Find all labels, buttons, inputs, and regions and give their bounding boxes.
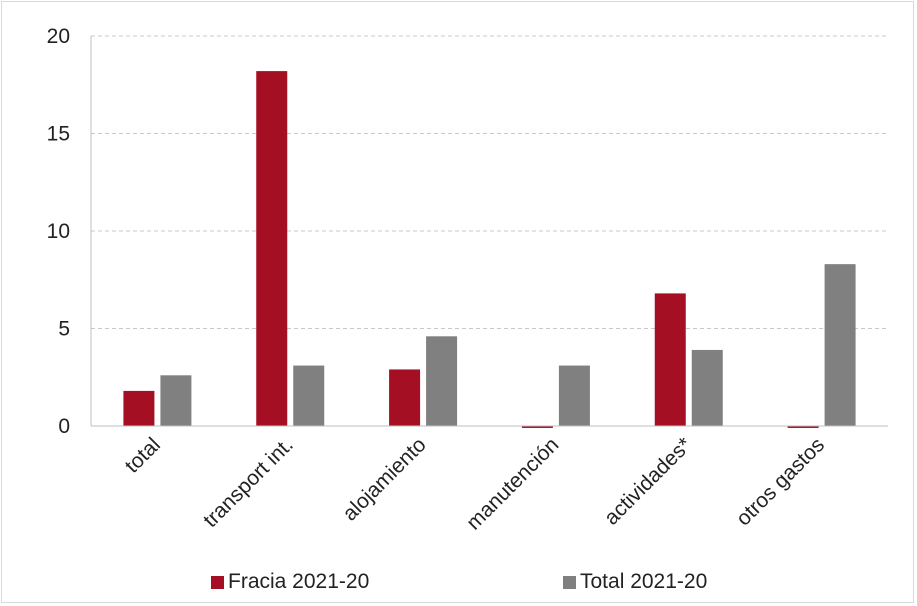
y-tick-label-5: 5	[58, 318, 70, 341]
bar-series-1-2	[389, 369, 421, 426]
legend-swatch-series-2	[563, 575, 576, 589]
legend-item-series-1: Fracia 2021-20	[211, 568, 369, 596]
bar-series-1-1	[256, 71, 288, 426]
y-tick-label-0: 0	[58, 415, 70, 438]
y-tick-label-20: 20	[47, 25, 70, 48]
bar-series-1-5	[787, 426, 819, 428]
legend-label-series-2: Total 2021-20	[580, 570, 708, 593]
x-tick-label-0: total	[121, 433, 165, 477]
x-tick-label-3: manutención	[462, 433, 563, 534]
x-tick-label-4: actividades*	[600, 433, 696, 529]
legend-label-series-1: Fracia 2021-20	[228, 570, 370, 593]
bar-series-1-3	[521, 426, 553, 428]
bar-series-2-2	[426, 336, 458, 426]
bar-series-2-5	[824, 264, 856, 426]
y-tick-label-10: 10	[47, 220, 70, 243]
bar-series-2-1	[293, 365, 325, 426]
legend-swatch-series-1	[211, 575, 224, 589]
bar-series-2-4	[691, 349, 723, 426]
legend-item-series-2: Total 2021-20	[563, 568, 707, 596]
x-tick-label-1: transport int.	[199, 433, 298, 532]
y-tick-label-15: 15	[47, 123, 70, 146]
x-tick-label-5: otros gastos	[732, 433, 829, 530]
bar-series-1-4	[654, 293, 686, 426]
bar-series-1-0	[123, 390, 155, 426]
bar-series-2-0	[160, 375, 192, 426]
x-tick-label-2: alojamiento	[338, 433, 430, 525]
bar-series-2-3	[558, 365, 590, 426]
